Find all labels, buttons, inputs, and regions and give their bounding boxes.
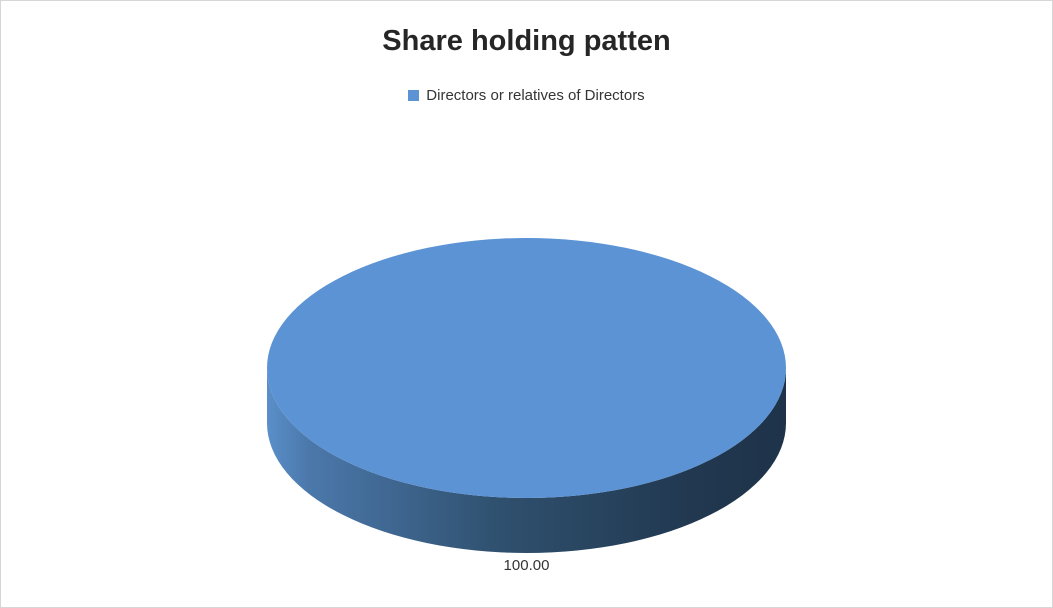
legend-label: Directors or relatives of Directors — [426, 87, 645, 104]
pie-slice-directors — [267, 238, 786, 498]
pie-data-label: 100.00 — [503, 557, 550, 574]
legend-color-swatch — [408, 90, 420, 101]
pie-side-rim — [267, 368, 786, 553]
chart-title: Share holding patten — [382, 25, 671, 57]
legend: Directors or relatives of Directors — [1, 87, 1052, 104]
